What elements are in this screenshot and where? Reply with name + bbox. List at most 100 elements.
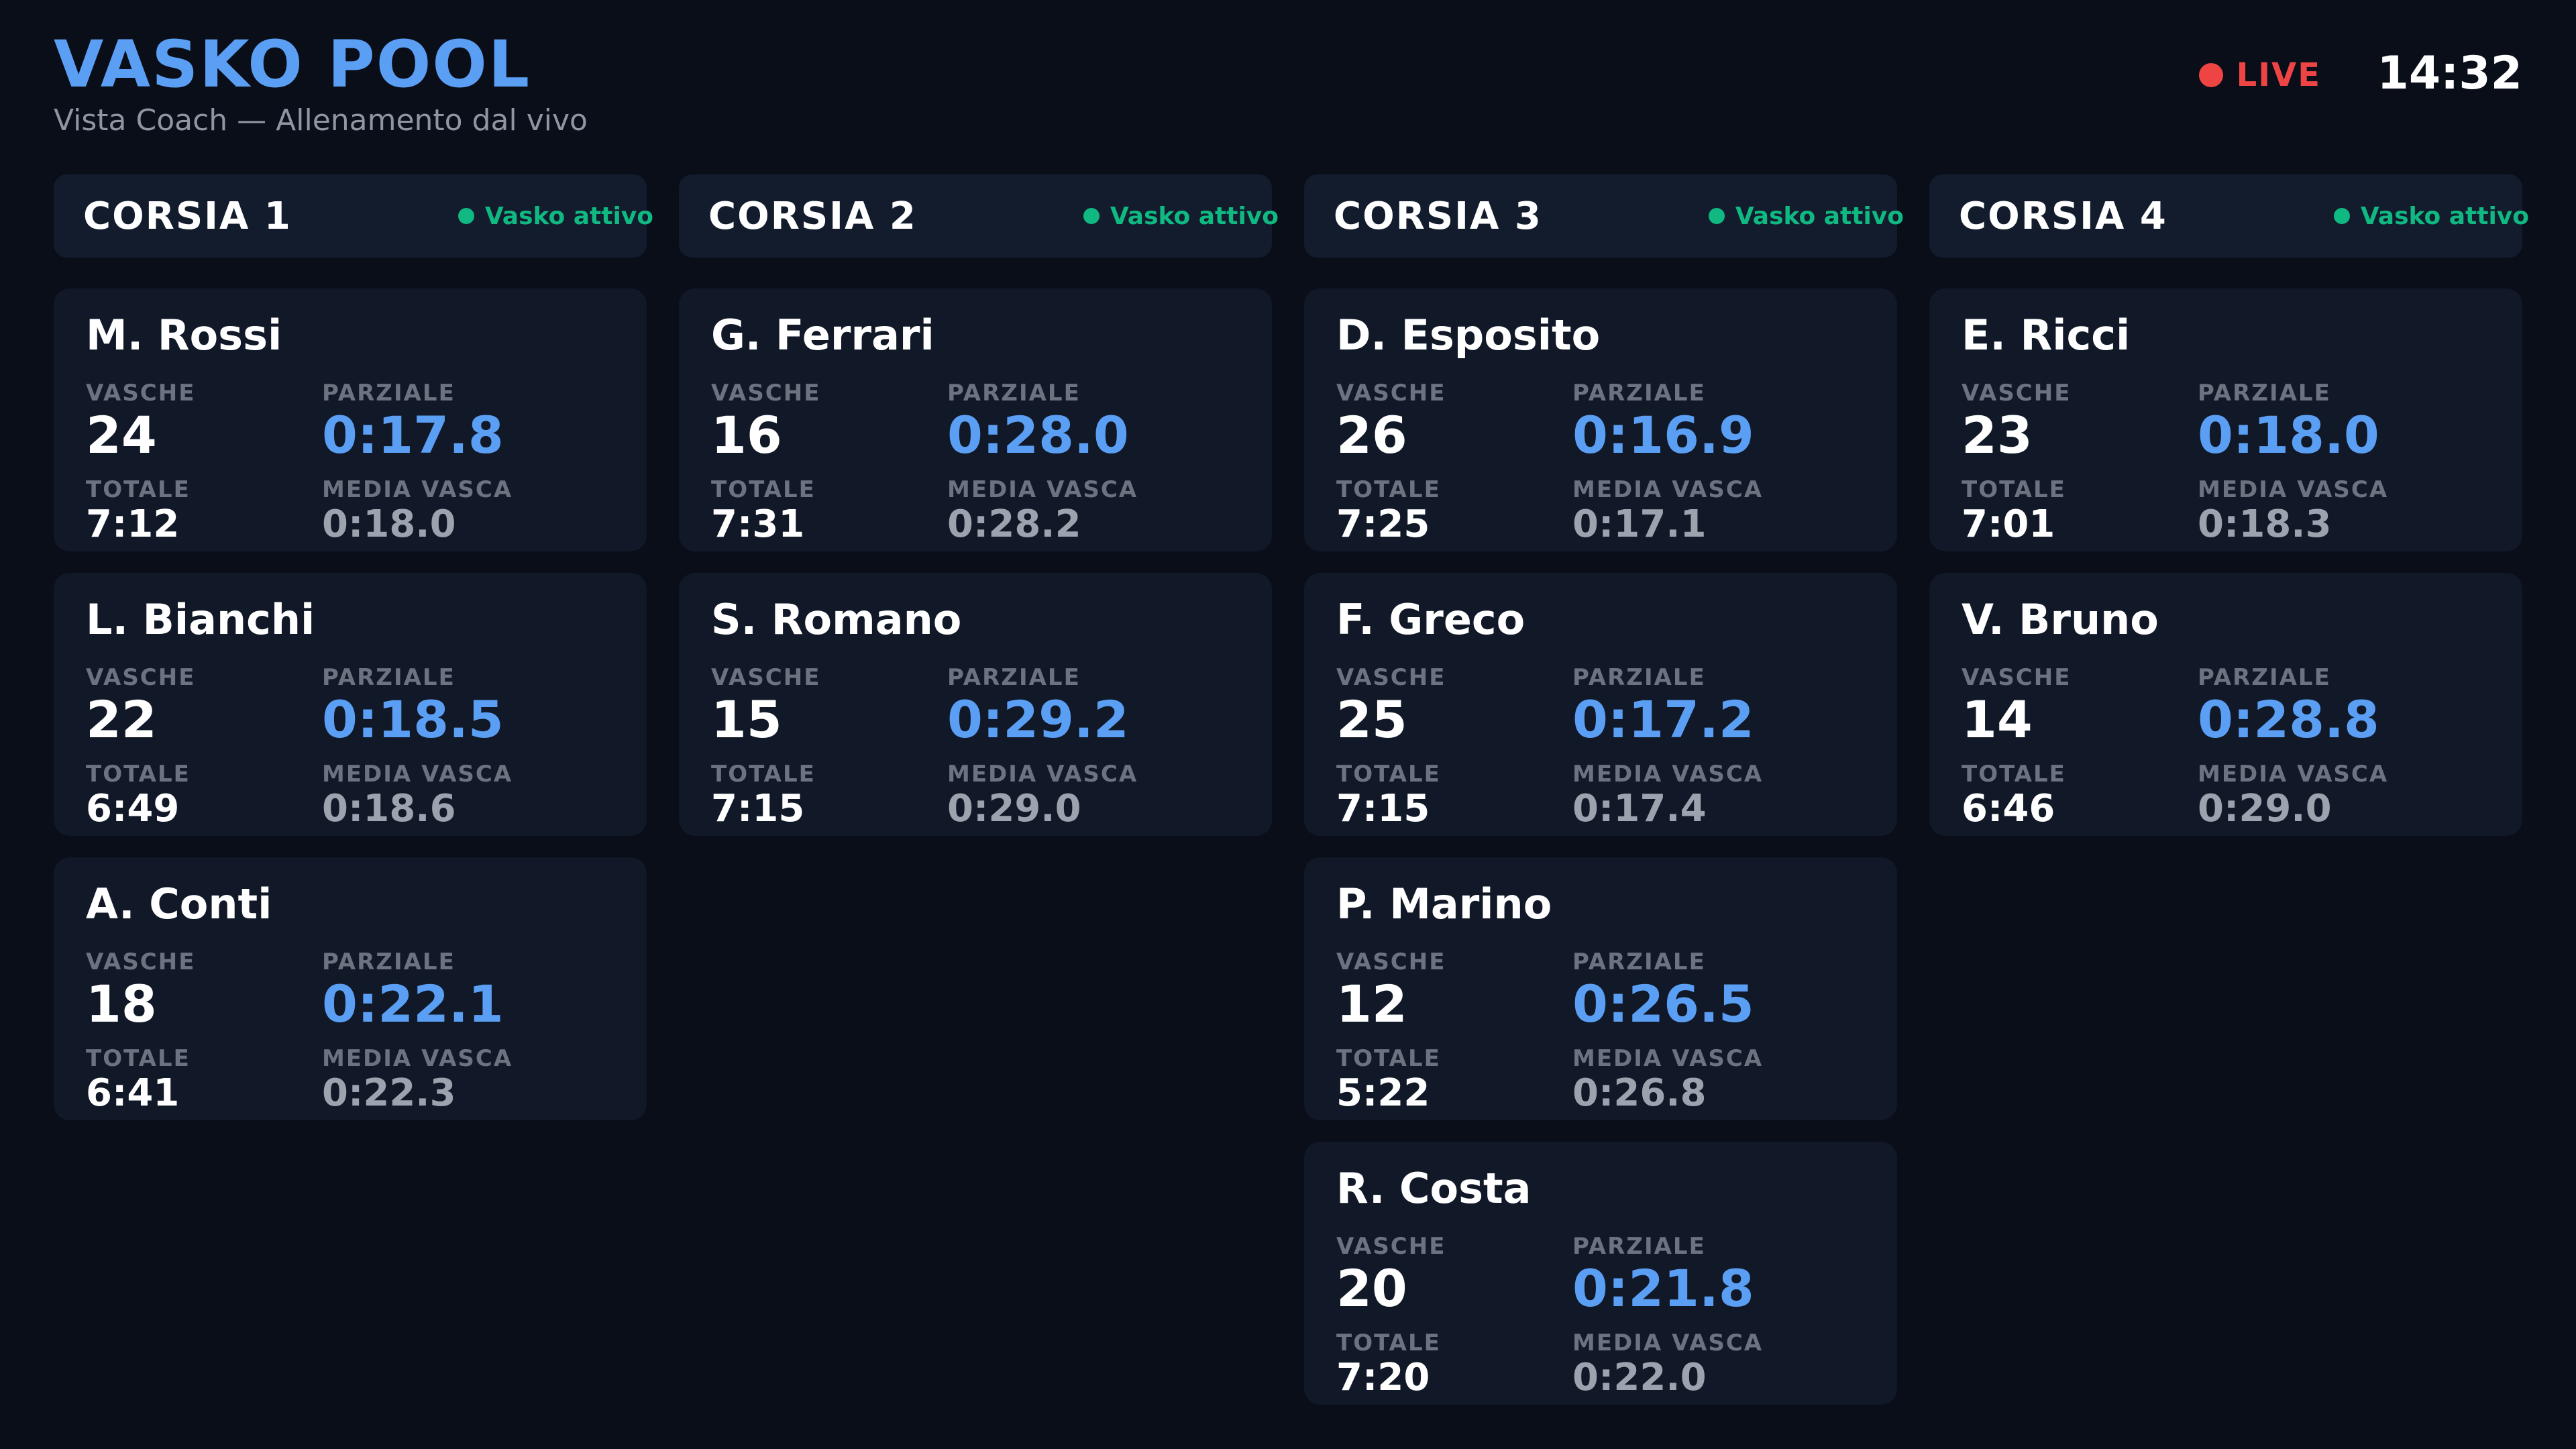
stat-avg-label: MEDIA VASCA — [1572, 761, 1764, 788]
lane-status: Vasko attivo — [1708, 202, 1904, 230]
swimmer-stats: VASCHE 18 PARZIALE 0:22.1 TOTALE 6:41 MEDIA VA… — [86, 949, 609, 1115]
swimmer-stats: VASCHE 16 PARZIALE 0:28.0 TOTALE 7:31 MEDIA VA… — [711, 380, 1234, 546]
swimmer-name: F. Greco — [1336, 595, 1525, 644]
stat-total-label: TOTALE — [86, 761, 191, 788]
swimmer-card[interactable]: R. Costa VASCHE 20 PARZIALE 0:21.8 TOTALE 7:20… — [1304, 1142, 1897, 1405]
lane-title: CORSIA 2 — [708, 194, 917, 238]
stat-avg: MEDIA VASCA 0:26.8 — [1572, 1045, 1763, 1115]
swimmer-name: G. Ferrari — [711, 311, 934, 360]
stat-split-value: 0:29.2 — [947, 690, 1129, 749]
stat-total: TOTALE 7:15 — [711, 761, 816, 830]
stat-split: PARZIALE 0:18.5 — [322, 664, 504, 749]
stat-total-label: TOTALE — [1962, 761, 2066, 788]
stat-split-value: 0:22.1 — [322, 974, 504, 1034]
swimmer-name: R. Costa — [1336, 1164, 1532, 1213]
swimmer-card[interactable]: F. Greco VASCHE 25 PARZIALE 0:17.2 TOTALE 7:15… — [1304, 573, 1897, 836]
live-indicator: LIVE — [2198, 55, 2321, 95]
lane-status-label: Vasko attivo — [1110, 202, 1279, 230]
stat-total: TOTALE 6:46 — [1962, 761, 2066, 830]
stat-split: PARZIALE 0:17.2 — [1572, 664, 1754, 749]
stat-split-label: PARZIALE — [1572, 1233, 1706, 1260]
lane-header: CORSIA 2 Vasko attivo — [679, 174, 1279, 258]
stat-laps-value: 22 — [86, 690, 157, 749]
stat-split-label: PARZIALE — [322, 664, 455, 691]
lane-title: CORSIA 4 — [1959, 194, 2167, 238]
stat-total-value: 5:22 — [1336, 1071, 1430, 1115]
stat-total: TOTALE 7:01 — [1962, 476, 2066, 546]
swimmer-card[interactable]: M. Rossi VASCHE 24 PARZIALE 0:17.8 TOTALE 7:12… — [54, 288, 647, 551]
stat-avg: MEDIA VASCA 0:18.0 — [322, 476, 513, 546]
stat-avg-label: MEDIA VASCA — [322, 761, 513, 788]
stat-avg: MEDIA VASCA 0:17.1 — [1572, 476, 1763, 546]
swimmer-card[interactable]: L. Bianchi VASCHE 22 PARZIALE 0:18.5 TOTALE 6:… — [54, 573, 647, 836]
stat-total-value: 7:20 — [1336, 1356, 1430, 1399]
stat-laps-value: 15 — [711, 690, 782, 749]
stat-total-value: 7:15 — [711, 787, 805, 830]
stat-split: PARZIALE 0:17.8 — [322, 380, 504, 464]
stat-avg-label: MEDIA VASCA — [322, 1045, 513, 1072]
stat-laps: VASCHE 14 — [1962, 664, 2071, 749]
stat-avg-label: MEDIA VASCA — [2198, 761, 2389, 788]
stat-laps-value: 14 — [1962, 690, 2033, 749]
stat-laps-label: VASCHE — [86, 664, 196, 691]
lane-column: CORSIA 2 Vasko attivo G. Ferrari VASCHE 16 PA… — [679, 174, 1279, 1426]
stat-avg-value: 0:17.4 — [1572, 787, 1707, 830]
swimmer-card[interactable]: G. Ferrari VASCHE 16 PARZIALE 0:28.0 TOTALE 7:… — [679, 288, 1272, 551]
swimmer-stats: VASCHE 26 PARZIALE 0:16.9 TOTALE 7:25 MEDIA VA… — [1336, 380, 1860, 546]
stat-avg: MEDIA VASCA 0:22.3 — [322, 1045, 513, 1115]
stat-avg-label: MEDIA VASCA — [947, 761, 1138, 788]
swimmer-card[interactable]: E. Ricci VASCHE 23 PARZIALE 0:18.0 TOTALE 7:01… — [1929, 288, 2522, 551]
swimmer-stats: VASCHE 20 PARZIALE 0:21.8 TOTALE 7:20 MEDIA VA… — [1336, 1233, 1860, 1399]
clock: 14:32 — [2377, 47, 2522, 100]
swimmer-stats: VASCHE 15 PARZIALE 0:29.2 TOTALE 7:15 MEDIA VA… — [711, 664, 1234, 830]
stat-avg-value: 0:17.1 — [1572, 502, 1707, 546]
stat-split-value: 0:18.5 — [322, 690, 504, 749]
stat-laps-value: 16 — [711, 405, 782, 465]
stat-laps: VASCHE 18 — [86, 949, 195, 1033]
stat-split-value: 0:28.0 — [947, 405, 1129, 465]
stat-avg-value: 0:18.6 — [322, 787, 456, 830]
stat-total-label: TOTALE — [711, 476, 816, 503]
swimmer-name: E. Ricci — [1962, 311, 2131, 360]
swimmer-card[interactable]: P. Marino VASCHE 12 PARZIALE 0:26.5 TOTALE 5:2… — [1304, 857, 1897, 1120]
stat-laps-label: VASCHE — [1336, 949, 1446, 975]
stat-laps-label: VASCHE — [711, 380, 821, 407]
stat-total-label: TOTALE — [1336, 761, 1441, 788]
stat-total-value: 7:15 — [1336, 787, 1430, 830]
stat-avg-value: 0:29.0 — [2198, 787, 2332, 830]
lane-column: CORSIA 3 Vasko attivo D. Esposito VASCHE 26 P… — [1304, 174, 1904, 1426]
stat-split-label: PARZIALE — [1572, 380, 1706, 407]
stat-avg-value: 0:18.3 — [2198, 502, 2332, 546]
stat-avg-label: MEDIA VASCA — [1572, 1045, 1764, 1072]
status-dot-icon — [1083, 208, 1099, 224]
swimmer-card[interactable]: S. Romano VASCHE 15 PARZIALE 0:29.2 TOTALE 7:1… — [679, 573, 1272, 836]
stat-laps-label: VASCHE — [711, 664, 821, 691]
swimmer-name: S. Romano — [711, 595, 962, 644]
lane-title: CORSIA 1 — [83, 194, 292, 238]
stat-laps-value: 25 — [1336, 690, 1407, 749]
stat-split-label: PARZIALE — [947, 380, 1081, 407]
stat-total: TOTALE 5:22 — [1336, 1045, 1441, 1115]
stat-laps: VASCHE 15 — [711, 664, 820, 749]
swimmer-card[interactable]: A. Conti VASCHE 18 PARZIALE 0:22.1 TOTALE 6:41… — [54, 857, 647, 1120]
lane-status-label: Vasko attivo — [1735, 202, 1904, 230]
stat-total-label: TOTALE — [711, 761, 816, 788]
stat-split-value: 0:26.5 — [1572, 974, 1754, 1034]
stat-split: PARZIALE 0:21.8 — [1572, 1233, 1754, 1318]
swimmer-stats: VASCHE 25 PARZIALE 0:17.2 TOTALE 7:15 MEDIA VA… — [1336, 664, 1860, 830]
swimmer-card[interactable]: D. Esposito VASCHE 26 PARZIALE 0:16.9 TOTALE 7… — [1304, 288, 1897, 551]
stat-split-value: 0:17.2 — [1572, 690, 1754, 749]
swimmer-card[interactable]: V. Bruno VASCHE 14 PARZIALE 0:28.8 TOTALE 6:46… — [1929, 573, 2522, 836]
brand-title: VASKO POOL — [54, 27, 531, 102]
stat-avg: MEDIA VASCA 0:29.0 — [2198, 761, 2388, 830]
stat-split: PARZIALE 0:28.0 — [947, 380, 1129, 464]
status-dot-icon — [2333, 208, 2350, 224]
stat-total-value: 7:01 — [1962, 502, 2055, 546]
stat-avg: MEDIA VASCA 0:17.4 — [1572, 761, 1763, 830]
live-dot-icon — [2198, 63, 2223, 87]
stat-total-value: 7:12 — [86, 502, 180, 546]
stat-laps: VASCHE 20 — [1336, 1233, 1446, 1318]
stat-split: PARZIALE 0:18.0 — [2198, 380, 2379, 464]
stat-split-label: PARZIALE — [1572, 949, 1706, 975]
stat-laps-value: 26 — [1336, 405, 1407, 465]
